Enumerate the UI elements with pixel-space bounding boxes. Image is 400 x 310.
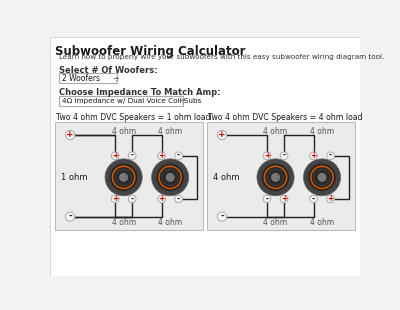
Circle shape <box>111 195 119 203</box>
Circle shape <box>110 163 138 191</box>
Text: Learn how to properly wire your subwoofers with this easy subwoofer wiring diagr: Learn how to properly wire your subwoofe… <box>59 54 384 60</box>
Text: 4 ohm: 4 ohm <box>264 218 288 227</box>
Bar <box>206 122 355 230</box>
Text: +: + <box>328 194 334 203</box>
Bar <box>59 96 183 106</box>
Circle shape <box>308 163 336 191</box>
Circle shape <box>128 195 136 203</box>
Circle shape <box>327 195 334 203</box>
Circle shape <box>327 152 334 160</box>
Text: +: + <box>112 151 118 160</box>
Text: ÷: ÷ <box>112 74 119 83</box>
Circle shape <box>162 169 178 186</box>
Text: 4 ohm: 4 ohm <box>158 126 182 135</box>
Circle shape <box>128 152 136 160</box>
Bar <box>55 122 204 230</box>
Text: ÷: ÷ <box>178 96 185 105</box>
Text: 4 ohm: 4 ohm <box>264 126 288 135</box>
Text: -: - <box>130 194 134 203</box>
Text: 4 ohm: 4 ohm <box>213 173 239 182</box>
Text: 4 ohm: 4 ohm <box>112 126 136 135</box>
Circle shape <box>158 195 166 203</box>
Text: +: + <box>281 194 287 203</box>
Circle shape <box>257 159 294 196</box>
Text: 1 ohm: 1 ohm <box>61 173 87 182</box>
Text: Two 4 ohm DVC Speakers = 1 ohm load: Two 4 ohm DVC Speakers = 1 ohm load <box>56 113 211 122</box>
Text: 4 ohm: 4 ohm <box>310 126 334 135</box>
Text: 2 Woofers: 2 Woofers <box>62 74 100 83</box>
Circle shape <box>262 163 290 191</box>
Circle shape <box>175 195 182 203</box>
Text: +: + <box>158 194 165 203</box>
Text: -: - <box>68 212 72 221</box>
Circle shape <box>314 169 330 186</box>
Circle shape <box>156 163 184 191</box>
Bar <box>59 73 118 83</box>
Circle shape <box>267 169 284 186</box>
Text: 4 ohm: 4 ohm <box>112 218 136 227</box>
Circle shape <box>304 159 341 196</box>
Text: -: - <box>282 151 286 160</box>
Text: +: + <box>112 194 118 203</box>
Circle shape <box>218 131 227 140</box>
Text: 4Ω Impedance w/ Dual Voice Coil Subs: 4Ω Impedance w/ Dual Voice Coil Subs <box>62 98 201 104</box>
Circle shape <box>115 169 132 186</box>
Text: Choose Impedance To Match Amp:: Choose Impedance To Match Amp: <box>59 88 221 97</box>
Circle shape <box>272 173 280 181</box>
Text: 4 ohm: 4 ohm <box>158 218 182 227</box>
Circle shape <box>66 212 75 221</box>
Circle shape <box>175 152 182 160</box>
Circle shape <box>111 152 119 160</box>
Circle shape <box>263 195 271 203</box>
Circle shape <box>218 212 227 221</box>
Text: -: - <box>329 151 332 160</box>
Text: +: + <box>310 151 317 160</box>
Circle shape <box>152 159 189 196</box>
Text: Two 4 ohm DVC Speakers = 4 ohm load: Two 4 ohm DVC Speakers = 4 ohm load <box>208 113 363 122</box>
Text: -: - <box>177 194 180 203</box>
Text: +: + <box>158 151 165 160</box>
Circle shape <box>310 152 317 160</box>
Text: -: - <box>177 151 180 160</box>
Text: -: - <box>220 212 224 221</box>
Text: Select # Of Woofers:: Select # Of Woofers: <box>59 66 158 75</box>
Circle shape <box>158 152 166 160</box>
Text: +: + <box>264 151 270 160</box>
Circle shape <box>166 173 174 181</box>
Circle shape <box>310 195 317 203</box>
Text: +: + <box>66 131 74 140</box>
Circle shape <box>280 195 288 203</box>
Circle shape <box>280 152 288 160</box>
Circle shape <box>66 131 75 140</box>
Text: -: - <box>130 151 134 160</box>
Circle shape <box>318 173 326 181</box>
Text: Subwoofer Wiring Calculator: Subwoofer Wiring Calculator <box>55 45 245 58</box>
Text: 4 ohm: 4 ohm <box>310 218 334 227</box>
Text: -: - <box>266 194 268 203</box>
Circle shape <box>120 173 128 181</box>
Text: +: + <box>218 131 226 140</box>
Circle shape <box>105 159 142 196</box>
Text: -: - <box>312 194 315 203</box>
Circle shape <box>263 152 271 160</box>
